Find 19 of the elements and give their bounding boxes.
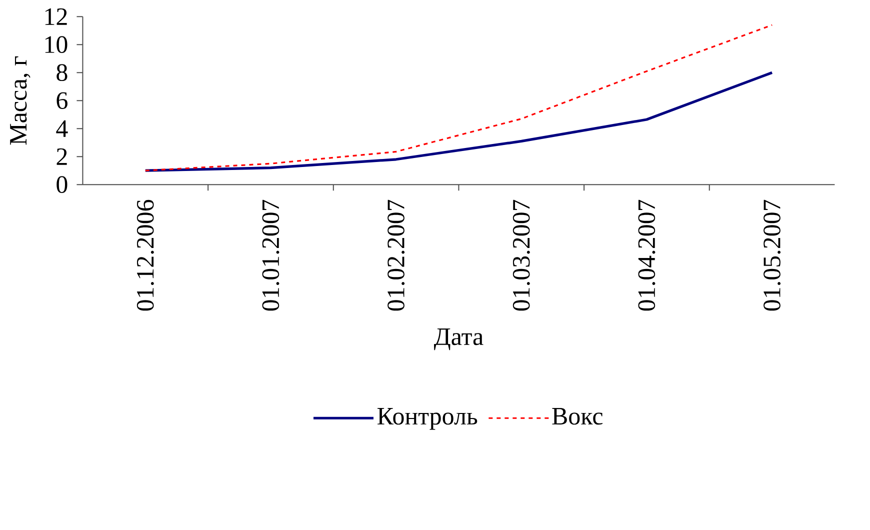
legend-label: Контроль [378, 408, 478, 430]
y-tick-label: 6 [56, 92, 68, 109]
y-axis-title: Масса, г [10, 56, 30, 145]
y-tick-label: 4 [56, 120, 68, 137]
legend-label: Вокс [552, 408, 603, 424]
x-tick-label: 01.05.2007 [764, 200, 781, 310]
x-tick-label: 01.01.2007 [262, 200, 280, 310]
y-tick-label: 10 [45, 36, 68, 53]
x-axis-title: Дата [434, 328, 484, 350]
line-series [144, 71, 774, 172]
x-tick-label: 01.04.2007 [638, 200, 656, 310]
line-series [144, 24, 773, 172]
y-tick-label: 8 [56, 64, 68, 81]
x-tick-label: 01.12.2006 [136, 200, 154, 310]
x-tick-label: 01.03.2007 [512, 200, 530, 310]
x-tick-label: 01.02.2007 [388, 200, 405, 310]
y-tick-label: 2 [56, 148, 67, 165]
y-tick-label: 0 [56, 176, 68, 193]
y-tick-label: 12 [45, 8, 67, 25]
